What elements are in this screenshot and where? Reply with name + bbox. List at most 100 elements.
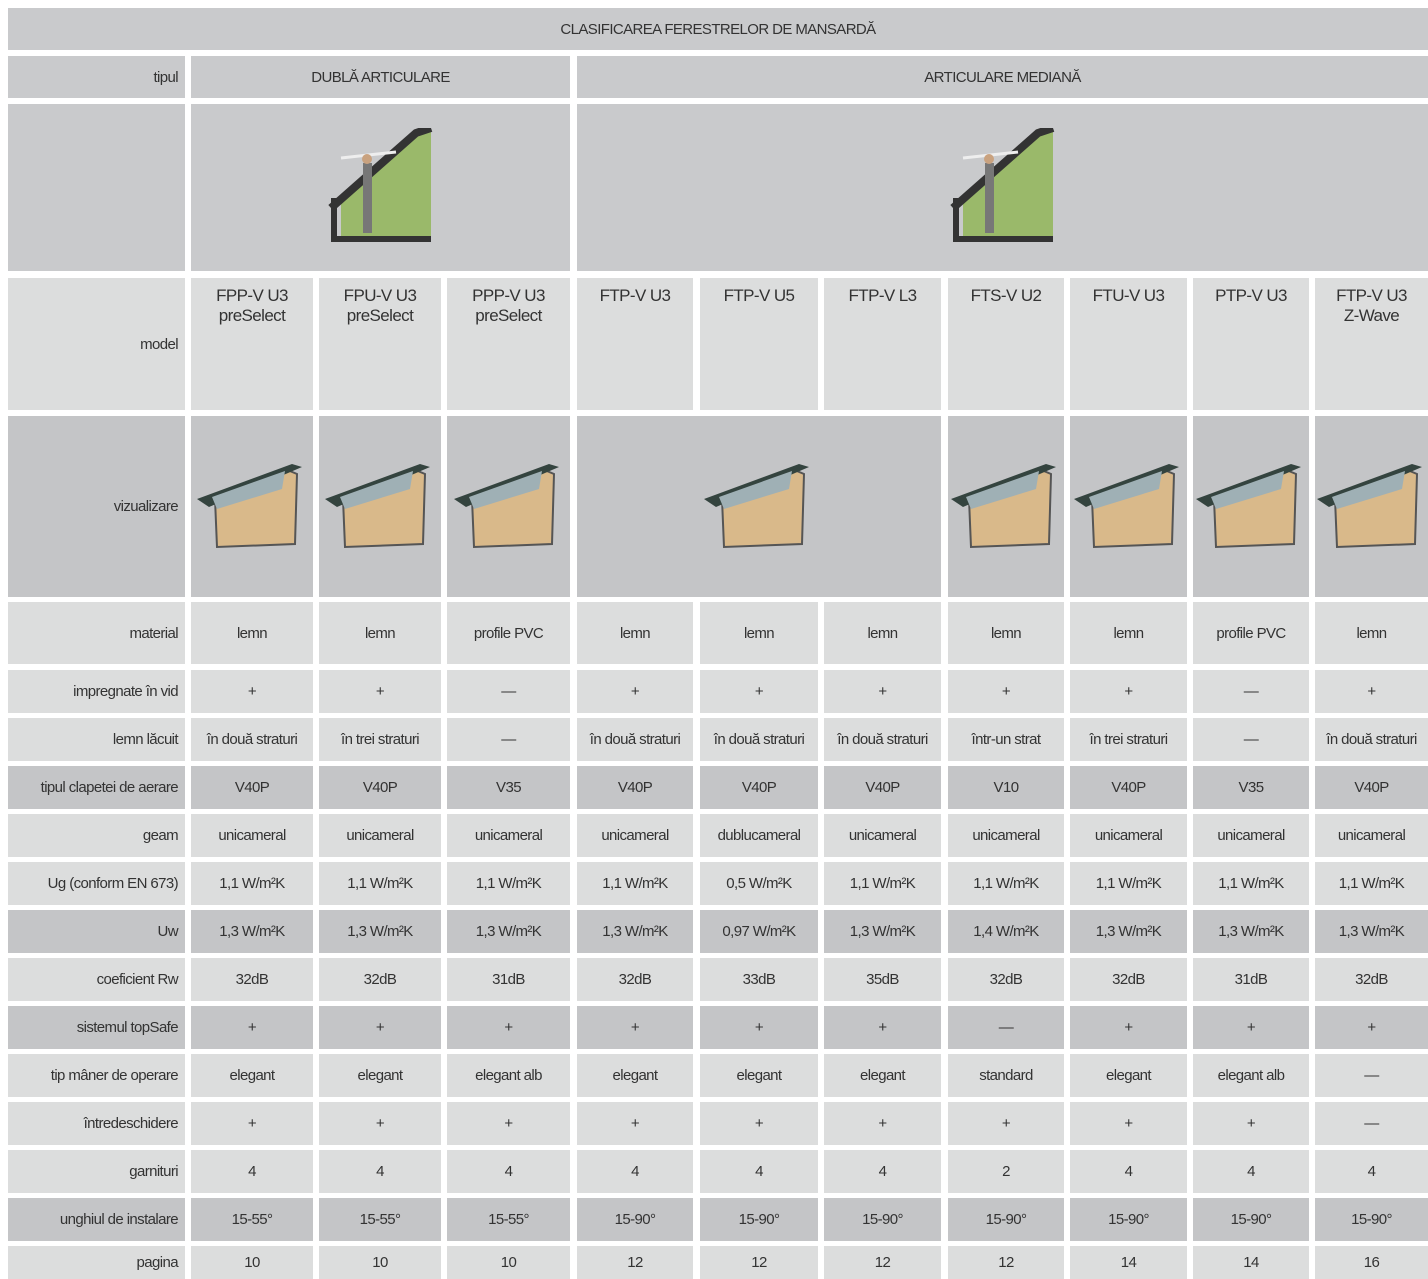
table-cell: 4 (1315, 1150, 1428, 1193)
row-label: tip mâner de operare (8, 1054, 185, 1097)
table-cell: — (1315, 1054, 1428, 1097)
window-image (951, 464, 1056, 549)
table-cell: în trei straturi (319, 718, 441, 761)
table-cell: în două straturi (1315, 718, 1428, 761)
table-cell: — (1193, 670, 1309, 713)
table-cell: + (447, 1006, 570, 1049)
table-cell: 4 (191, 1150, 313, 1193)
table-cell: 12 (700, 1246, 818, 1279)
table-cell: 1,1 W/m²K (447, 862, 570, 905)
table-cell: — (1315, 1102, 1428, 1145)
table-cell: 15-90° (1070, 1198, 1187, 1241)
table-cell: unicameral (1315, 814, 1428, 857)
table-cell: + (1315, 1006, 1428, 1049)
table-cell: elegant (319, 1054, 441, 1097)
row-label: tipul (8, 56, 185, 98)
table-cell: unicameral (1193, 814, 1309, 857)
table-cell: 14 (1070, 1246, 1187, 1279)
row-label: întredeschidere (8, 1102, 185, 1145)
table-cell: + (1315, 670, 1428, 713)
window-image (453, 464, 559, 549)
table-cell: unicameral (948, 814, 1064, 857)
table-cell: + (447, 1102, 570, 1145)
model-name: PPP-V U3 preSelect (447, 278, 570, 410)
table-cell: V35 (1193, 766, 1309, 809)
table-cell: + (1070, 670, 1187, 713)
table-cell: 4 (1193, 1150, 1309, 1193)
row-label: pagina (8, 1246, 185, 1279)
table-cell: + (1193, 1102, 1309, 1145)
table-cell: 12 (948, 1246, 1064, 1279)
row-label: sistemul topSafe (8, 1006, 185, 1049)
table-cell: 1,3 W/m²K (1070, 910, 1187, 953)
table-cell: 1,1 W/m²K (824, 862, 941, 905)
window-cell (191, 416, 313, 597)
window-image (1316, 464, 1422, 549)
table-cell: 16 (1315, 1246, 1428, 1279)
table-cell: V40P (700, 766, 818, 809)
table-cell: în două straturi (700, 718, 818, 761)
window-image (325, 464, 430, 549)
table-cell: 32dB (948, 958, 1064, 1001)
table-cell: 15-90° (1315, 1198, 1428, 1241)
table-cell: 15-90° (948, 1198, 1064, 1241)
table-cell: 15-90° (824, 1198, 941, 1241)
table-cell: 12 (824, 1246, 941, 1279)
table-cell: în două straturi (191, 718, 313, 761)
table-cell: + (1193, 1006, 1309, 1049)
table-cell: 32dB (577, 958, 693, 1001)
row-label: unghiul de instalare (8, 1198, 185, 1241)
table-cell: 1,3 W/m²K (577, 910, 693, 953)
table-cell: elegant alb (447, 1054, 570, 1097)
type-group: DUBLĂ ARTICULARE (191, 56, 570, 98)
table-cell: 32dB (1070, 958, 1187, 1001)
model-name: FTP-V U3 (577, 278, 693, 410)
model-name: FTP-V L3 (824, 278, 941, 410)
model-name: FPP-V U3 preSelect (191, 278, 313, 410)
window-cell (1193, 416, 1309, 597)
window-cell (1315, 416, 1428, 597)
table-cell: profile PVC (447, 602, 570, 664)
table-cell: + (700, 670, 818, 713)
window-cell (948, 416, 1064, 597)
window-image (1073, 464, 1179, 549)
table-cell: 14 (1193, 1246, 1309, 1279)
table-cell: elegant (824, 1054, 941, 1097)
model-name: PTP-V U3 (1193, 278, 1309, 410)
table-cell: + (577, 1006, 693, 1049)
table-cell: + (1070, 1102, 1187, 1145)
table-cell: + (191, 1006, 313, 1049)
model-name: FTP-V U3 Z-Wave (1315, 278, 1428, 410)
window-cell (1070, 416, 1187, 597)
table-cell: + (191, 670, 313, 713)
table-cell: 4 (700, 1150, 818, 1193)
attic-diagram (949, 127, 1054, 242)
table-cell: 2 (948, 1150, 1064, 1193)
row-label: model (8, 278, 185, 410)
table-cell: 1,1 W/m²K (577, 862, 693, 905)
row-label: geam (8, 814, 185, 857)
table-cell: V40P (1315, 766, 1428, 809)
table-cell: + (948, 1102, 1064, 1145)
table-cell: V40P (319, 766, 441, 809)
window-image (197, 464, 302, 549)
table-cell: în două straturi (577, 718, 693, 761)
table-cell: unicameral (824, 814, 941, 857)
row-label: material (8, 602, 185, 664)
row-label: vizualizare (8, 416, 185, 597)
row-label: lemn lăcuit (8, 718, 185, 761)
table-cell: 1,3 W/m²K (447, 910, 570, 953)
table-cell: elegant (191, 1054, 313, 1097)
table-cell: elegant (1070, 1054, 1187, 1097)
table-cell: lemn (1315, 602, 1428, 664)
table-cell: 32dB (319, 958, 441, 1001)
table-cell: 1,3 W/m²K (1315, 910, 1428, 953)
table-cell: 4 (447, 1150, 570, 1193)
table-cell: + (824, 670, 941, 713)
table-cell: 10 (191, 1246, 313, 1279)
table-cell: 1,3 W/m²K (319, 910, 441, 953)
window-cell (447, 416, 570, 597)
table-cell: 1,1 W/m²K (319, 862, 441, 905)
model-name: FPU-V U3 preSelect (319, 278, 441, 410)
